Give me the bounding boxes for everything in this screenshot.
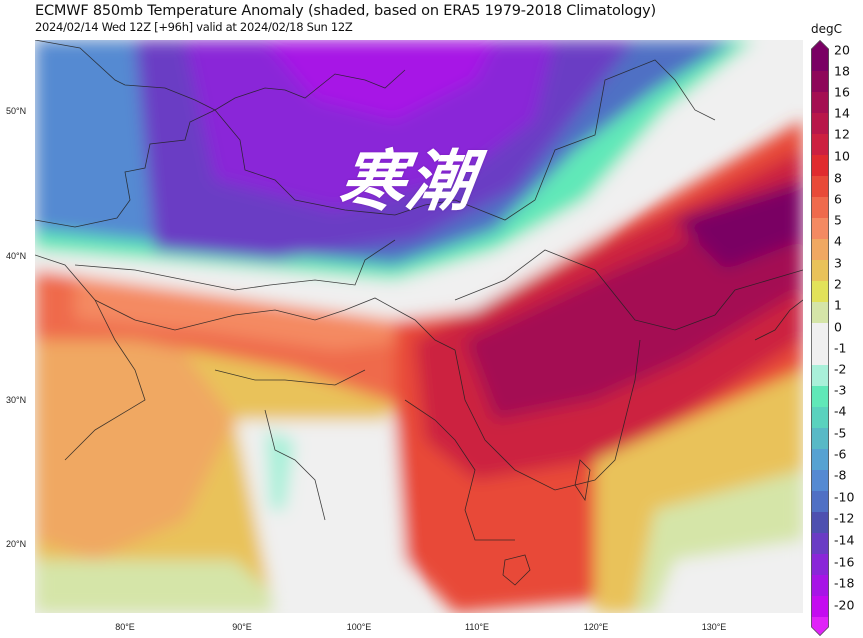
colorbar-label-m12: -12 — [834, 510, 855, 526]
colorbar-label-2: 2 — [834, 276, 842, 292]
colorbar-label-0: 0 — [834, 319, 842, 335]
colorbar-label-m8: -8 — [834, 467, 847, 483]
colorbar-label-4: 4 — [834, 233, 842, 249]
colorbar-label-20: 20 — [834, 42, 850, 58]
chart-subtitle: 2024/02/14 Wed 12Z [+96h] valid at 2024/… — [35, 20, 353, 34]
colorbar-label-14: 14 — [834, 105, 850, 121]
lat-label-50n: 50°N — [6, 106, 27, 116]
colorbar-label-10: 10 — [834, 148, 850, 164]
colorbar-label-m18: -18 — [834, 575, 855, 591]
lon-label-110e: 110°E — [465, 622, 489, 632]
colorbar-label-m1: -1 — [834, 340, 847, 356]
cold-surge-annotation: 寒潮 — [333, 143, 481, 220]
colorbar-label-1: 1 — [834, 297, 842, 313]
lat-label-40n: 40°N — [6, 251, 27, 261]
colorbar-label-m6: -6 — [834, 446, 847, 462]
colorbar — [811, 40, 829, 637]
lat-label-30n: 30°N — [6, 395, 27, 405]
colorbar-label-m16: -16 — [834, 554, 855, 570]
colorbar-label-16: 16 — [834, 84, 850, 100]
colorbar-label-18: 18 — [834, 63, 850, 79]
lon-label-130e: 130°E — [701, 622, 727, 632]
colorbar-label-3: 3 — [834, 255, 842, 271]
map-shading — [35, 40, 803, 613]
lon-label-90e: 90°E — [232, 622, 252, 632]
colorbar-label-m3: -3 — [834, 382, 847, 398]
colorbar-label-m14: -14 — [834, 532, 855, 548]
lon-label-80e: 80°E — [115, 622, 135, 632]
colorbar-label-m20: -20 — [834, 597, 855, 613]
lat-label-20n: 20°N — [6, 539, 27, 549]
lon-label-100e: 100°E — [346, 622, 372, 632]
chart-title: ECMWF 850mb Temperature Anomaly (shaded,… — [35, 3, 656, 19]
colorbar-label-m10: -10 — [834, 489, 855, 505]
colorbar-label-m5: -5 — [834, 425, 847, 441]
temperature-anomaly-map: 寒潮 — [35, 40, 803, 613]
colorbar-label-12: 12 — [834, 126, 850, 142]
colorbar-unit: degC — [811, 22, 842, 36]
lon-label-120e: 120°E — [583, 622, 609, 632]
colorbar-label-m2: -2 — [834, 361, 847, 377]
colorbar-label-5: 5 — [834, 212, 842, 228]
colorbar-label-6: 6 — [834, 191, 842, 207]
colorbar-label-8: 8 — [834, 170, 842, 186]
colorbar-label-m4: -4 — [834, 403, 847, 419]
